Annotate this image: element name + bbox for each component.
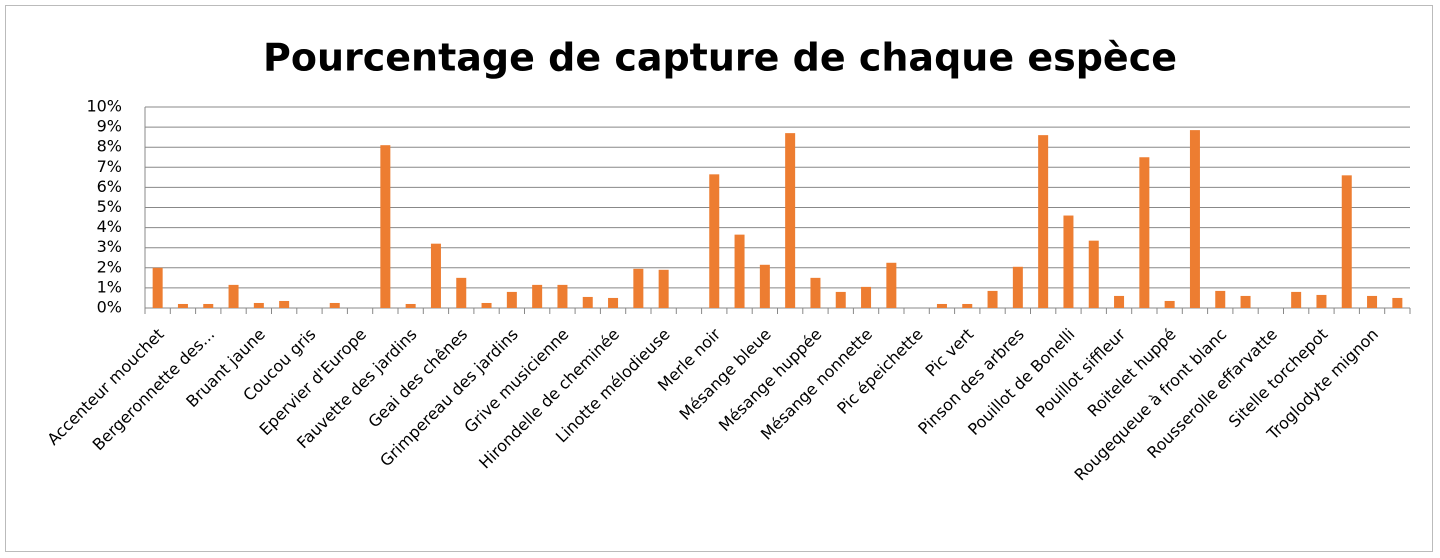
- y-tick-label: 0%: [97, 298, 122, 317]
- bar: [608, 297, 619, 308]
- bar: [1164, 300, 1175, 308]
- bar: [1088, 240, 1099, 308]
- bar: [1038, 135, 1049, 308]
- bar: [1341, 175, 1352, 308]
- bar: [936, 303, 947, 308]
- bar: [1114, 295, 1125, 308]
- bar: [759, 264, 770, 308]
- y-tick-label: 7%: [97, 157, 122, 176]
- bar: [1240, 295, 1251, 308]
- bar: [1012, 266, 1023, 308]
- bar: [987, 290, 998, 308]
- bar: [886, 262, 897, 308]
- bar: [633, 268, 644, 308]
- bar: [1063, 215, 1074, 308]
- chart-title: Pourcentage de capture de chaque espèce: [263, 36, 1177, 80]
- bar: [532, 284, 543, 308]
- bar: [1189, 130, 1200, 308]
- bar: [785, 133, 796, 308]
- bar: [481, 302, 492, 308]
- y-tick-label: 10%: [86, 97, 122, 116]
- bar: [709, 174, 720, 308]
- bar: [152, 267, 163, 308]
- bar: [582, 296, 593, 308]
- y-tick-label: 5%: [97, 197, 122, 216]
- bar: [962, 303, 973, 308]
- bar: [430, 243, 441, 308]
- bar: [228, 284, 239, 308]
- bar: [405, 303, 416, 308]
- bar: [557, 284, 568, 308]
- bar: [279, 300, 290, 308]
- bar: [329, 302, 340, 308]
- bar: [203, 303, 214, 308]
- bar: [1215, 290, 1226, 308]
- bar: [1367, 295, 1378, 308]
- bar: [1316, 294, 1327, 308]
- bar: [456, 277, 467, 308]
- bar: [734, 234, 745, 308]
- y-tick-label: 9%: [97, 117, 122, 136]
- y-tick-label: 1%: [97, 277, 122, 296]
- bar: [1392, 297, 1403, 308]
- bar: [658, 269, 669, 308]
- bar: [506, 291, 517, 308]
- bar: [861, 286, 872, 308]
- bar: [835, 291, 846, 308]
- bar: [177, 303, 188, 308]
- y-tick-label: 4%: [97, 217, 122, 236]
- bar: [380, 145, 391, 308]
- bar: [810, 277, 821, 308]
- y-tick-label: 3%: [97, 237, 122, 256]
- y-tick-label: 8%: [97, 137, 122, 156]
- bar: [1291, 291, 1302, 308]
- bar: [253, 302, 264, 308]
- y-tick-label: 6%: [97, 177, 122, 196]
- y-tick-label: 2%: [97, 257, 122, 276]
- bar: [1139, 157, 1150, 308]
